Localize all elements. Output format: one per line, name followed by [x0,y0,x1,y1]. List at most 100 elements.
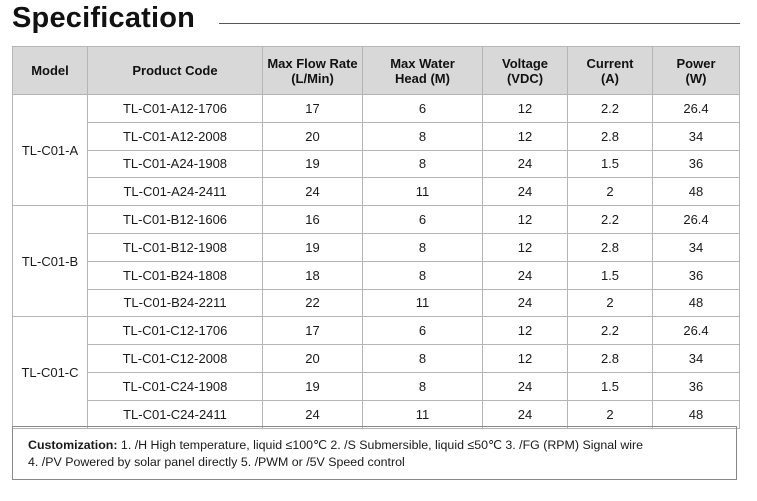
flow-cell: 20 [262,344,363,373]
power-cell: 36 [652,260,740,290]
head-cell: 8 [362,149,483,179]
power-cell: 34 [652,344,740,373]
power-cell: 26.4 [652,205,740,234]
current-cell: 2 [567,177,653,207]
header-head: Max Water Head (M) [362,46,483,95]
head-cell: 6 [362,94,483,123]
flow-cell: 19 [262,371,363,401]
header-current: Current (A) [567,46,653,95]
current-cell: 2.2 [567,205,653,234]
code-cell: TL-C01-B12-1606 [87,205,263,234]
model-cell: TL-C01-A [12,93,88,207]
header-power: Power (W) [652,46,740,95]
header-model: Model [12,46,88,95]
voltage-cell: 24 [482,399,568,429]
current-cell: 2 [567,399,653,429]
table-row: TL-C01-C12-2008 20 8 12 2.8 34 [13,344,740,373]
voltage-cell: 24 [482,371,568,401]
code-cell: TL-C01-C24-2411 [87,399,263,429]
current-cell: 2.2 [567,316,653,346]
flow-cell: 24 [262,399,363,429]
head-cell: 8 [362,371,483,401]
power-cell: 48 [652,288,740,318]
voltage-cell: 12 [482,205,568,234]
table-row: TL-C01-A24-1908 19 8 24 1.5 36 [13,149,740,179]
table-row: TL-C01-A12-2008 20 8 12 2.8 34 [13,121,740,151]
code-cell: TL-C01-A12-2008 [87,121,263,151]
table-row: TL-C01-B24-1808 18 8 24 1.5 36 [13,260,740,290]
table-row: TL-C01-B TL-C01-B12-1606 16 6 12 2.2 26.4 [12,205,740,318]
power-cell: 26.4 [652,316,740,346]
table-row: TL-C01-A24-2411 24 11 24 2 48 [13,177,740,207]
power-cell: 34 [652,121,740,151]
flow-cell: 22 [262,288,363,318]
code-cell: TL-C01-B12-1908 [87,232,263,262]
head-cell: 11 [362,177,483,207]
current-cell: 2.8 [567,121,653,151]
code-cell: TL-C01-A24-1908 [87,149,263,179]
voltage-cell: 24 [482,149,568,179]
table-row: TL-C01-C24-1908 19 8 24 1.5 36 [13,371,740,401]
head-cell: 11 [362,288,483,318]
code-cell: TL-C01-B24-2211 [87,288,263,318]
model-cell: TL-C01-B [12,205,88,318]
table-row: TL-C01-C TL-C01-C12-1706 17 6 12 2.2 26.4 [12,316,740,429]
voltage-cell: 24 [482,260,568,290]
table-row: TL-C01-B12-1908 19 8 12 2.8 34 [13,232,740,262]
current-cell: 2 [567,288,653,318]
current-cell: 2.2 [567,94,653,123]
head-cell: 8 [362,344,483,373]
voltage-cell: 12 [482,344,568,373]
voltage-cell: 12 [482,316,568,346]
power-cell: 48 [652,399,740,429]
head-cell: 11 [362,399,483,429]
customization-notes: Customization: 1. /H High temperature, l… [12,426,737,480]
spec-table: Model Product Code Max Flow Rate (L/Min) … [12,46,740,429]
flow-cell: 19 [262,232,363,262]
head-cell: 8 [362,121,483,151]
notes-label: Customization: [28,438,118,452]
code-cell: TL-C01-A12-1706 [87,94,263,123]
head-cell: 6 [362,316,483,346]
flow-cell: 20 [262,121,363,151]
code-cell: TL-C01-A24-2411 [87,177,263,207]
flow-cell: 17 [262,316,363,346]
voltage-cell: 12 [482,232,568,262]
header-voltage: Voltage (VDC) [482,46,568,95]
notes-line-2: 4. /PV Powered by solar panel directly 5… [28,455,405,469]
voltage-cell: 12 [482,121,568,151]
power-cell: 36 [652,149,740,179]
current-cell: 1.5 [567,371,653,401]
table-row: TL-C01-C24-2411 24 11 24 2 48 [13,399,740,429]
code-cell: TL-C01-C12-1706 [87,316,263,346]
title-row: Specification [12,2,740,40]
table-row: TL-C01-A TL-C01-A12-1706 17 6 12 2.2 26.4 [12,93,740,207]
code-cell: TL-C01-C24-1908 [87,371,263,401]
head-cell: 8 [362,232,483,262]
notes-line-1: Customization: 1. /H High temperature, l… [28,438,644,452]
table-row: TL-C01-B24-2211 22 11 24 2 48 [13,288,740,318]
voltage-cell: 24 [482,177,568,207]
model-cell: TL-C01-C [12,316,88,429]
current-cell: 1.5 [567,149,653,179]
code-cell: TL-C01-C12-2008 [87,344,263,373]
title-divider [219,23,740,24]
current-cell: 2.8 [567,344,653,373]
flow-cell: 18 [262,260,363,290]
head-cell: 6 [362,205,483,234]
flow-cell: 19 [262,149,363,179]
page-title: Specification [12,2,196,34]
flow-cell: 24 [262,177,363,207]
current-cell: 2.8 [567,232,653,262]
power-cell: 34 [652,232,740,262]
voltage-cell: 12 [482,94,568,123]
flow-cell: 16 [262,205,363,234]
power-cell: 48 [652,177,740,207]
voltage-cell: 24 [482,288,568,318]
power-cell: 36 [652,371,740,401]
current-cell: 1.5 [567,260,653,290]
header-row: Model Product Code Max Flow Rate (L/Min) … [12,46,740,95]
header-product-code: Product Code [87,46,263,95]
flow-cell: 17 [262,94,363,123]
header-flow: Max Flow Rate (L/Min) [262,46,363,95]
